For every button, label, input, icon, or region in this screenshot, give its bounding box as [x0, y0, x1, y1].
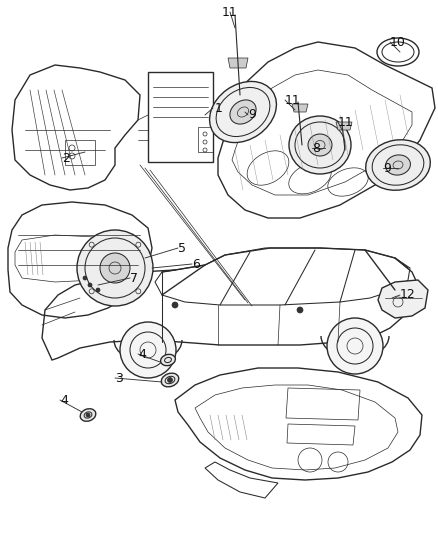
Text: 9: 9	[383, 161, 391, 174]
Circle shape	[100, 253, 130, 283]
Text: 11: 11	[285, 93, 301, 107]
Circle shape	[167, 377, 173, 383]
Text: 12: 12	[400, 288, 416, 302]
Circle shape	[172, 302, 178, 308]
Text: 4: 4	[138, 348, 146, 360]
Text: 6: 6	[192, 257, 200, 271]
Text: 1: 1	[215, 101, 223, 115]
Circle shape	[77, 230, 153, 306]
Polygon shape	[336, 122, 352, 130]
Polygon shape	[292, 104, 308, 112]
Polygon shape	[228, 58, 248, 68]
Circle shape	[297, 307, 303, 313]
Text: 11: 11	[338, 116, 354, 128]
Circle shape	[120, 322, 176, 378]
Text: 8: 8	[312, 141, 320, 155]
Text: 2: 2	[62, 151, 70, 165]
Text: 3: 3	[115, 372, 123, 384]
Text: 7: 7	[130, 271, 138, 285]
Ellipse shape	[209, 82, 276, 142]
Ellipse shape	[308, 134, 332, 156]
Circle shape	[86, 413, 90, 417]
Ellipse shape	[230, 100, 256, 124]
Text: 11: 11	[222, 5, 238, 19]
Ellipse shape	[366, 140, 430, 190]
Circle shape	[88, 283, 92, 287]
Circle shape	[96, 288, 100, 292]
Text: 9: 9	[248, 109, 256, 122]
Circle shape	[327, 318, 383, 374]
Ellipse shape	[161, 354, 175, 366]
Ellipse shape	[289, 116, 351, 174]
Circle shape	[83, 276, 87, 280]
Polygon shape	[378, 280, 428, 318]
Ellipse shape	[161, 373, 179, 387]
Ellipse shape	[385, 155, 410, 175]
Ellipse shape	[80, 409, 96, 421]
Text: 10: 10	[390, 36, 406, 49]
Text: 5: 5	[178, 241, 186, 254]
Text: 4: 4	[60, 393, 68, 407]
